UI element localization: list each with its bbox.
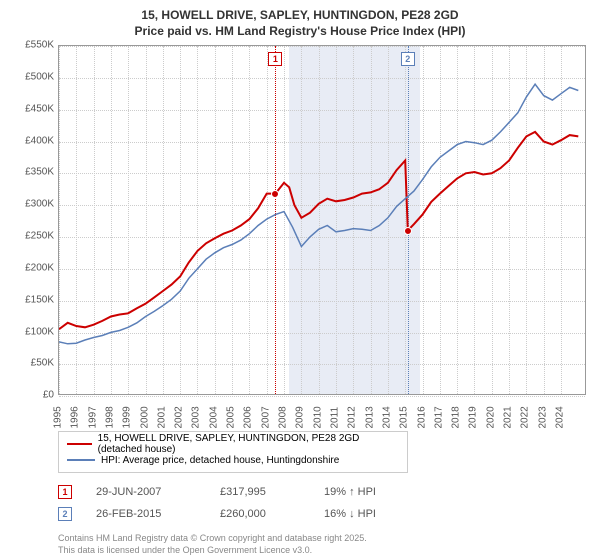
x-axis-label: 2019	[468, 405, 479, 429]
x-axis-label: 2003	[191, 405, 202, 429]
x-axis-label: 2012	[347, 405, 358, 429]
footer-line2: This data is licensed under the Open Gov…	[58, 545, 590, 557]
x-axis-label: 2013	[364, 405, 375, 429]
y-axis-label: £100K	[25, 326, 54, 337]
x-axis-label: 2011	[329, 405, 340, 429]
x-axis-label: 2016	[416, 405, 427, 429]
x-axis-label: 1996	[70, 405, 81, 429]
sale-row: 1 29-JUN-2007 £317,995 19% ↑ HPI	[58, 481, 590, 503]
legend: 15, HOWELL DRIVE, SAPLEY, HUNTINGDON, PE…	[58, 431, 408, 473]
legend-row: 15, HOWELL DRIVE, SAPLEY, HUNTINGDON, PE…	[67, 436, 399, 452]
sale-num-box: 2	[58, 507, 72, 521]
chart-title: 15, HOWELL DRIVE, SAPLEY, HUNTINGDON, PE…	[10, 8, 590, 39]
sale-marker-box: 2	[401, 52, 415, 66]
x-axis-label: 1997	[87, 405, 98, 429]
x-axis-label: 2000	[139, 405, 150, 429]
title-line1: 15, HOWELL DRIVE, SAPLEY, HUNTINGDON, PE…	[10, 8, 590, 24]
y-axis-label: £50K	[31, 358, 54, 369]
y-axis-label: £300K	[25, 199, 54, 210]
sale-dot	[271, 190, 279, 198]
sale-price: £317,995	[220, 486, 300, 498]
sale-price: £260,000	[220, 508, 300, 520]
legend-label: 15, HOWELL DRIVE, SAPLEY, HUNTINGDON, PE…	[98, 433, 399, 455]
series-hpi	[59, 84, 578, 344]
x-axis-label: 2021	[503, 405, 514, 429]
footer-line1: Contains HM Land Registry data © Crown c…	[58, 533, 590, 545]
sales-table: 1 29-JUN-2007 £317,995 19% ↑ HPI 2 26-FEB-201…	[58, 481, 590, 525]
x-axis-label: 2009	[295, 405, 306, 429]
x-axis-label: 2015	[399, 405, 410, 429]
x-axis-label: 2024	[555, 405, 566, 429]
x-axis-label: 2018	[451, 405, 462, 429]
gridline-h	[59, 396, 585, 397]
sale-delta: 19% ↑ HPI	[324, 486, 376, 498]
x-axis-label: 2014	[381, 405, 392, 429]
y-axis-label: £350K	[25, 167, 54, 178]
title-line2: Price paid vs. HM Land Registry's House …	[10, 24, 590, 40]
y-axis-label: £400K	[25, 135, 54, 146]
y-axis-label: £0	[43, 390, 54, 401]
x-axis-label: 2006	[243, 405, 254, 429]
x-axis-label: 2007	[260, 405, 271, 429]
x-axis-label: 2020	[485, 405, 496, 429]
sale-delta: 16% ↓ HPI	[324, 508, 376, 520]
footer-text: Contains HM Land Registry data © Crown c…	[58, 533, 590, 556]
y-axis-label: £250K	[25, 231, 54, 242]
y-axis-label: £500K	[25, 72, 54, 83]
x-axis-label: 2001	[156, 405, 167, 429]
x-axis-label: 2023	[537, 405, 548, 429]
x-axis-label: 1999	[122, 405, 133, 429]
x-axis-label: 2005	[226, 405, 237, 429]
y-axis-label: £450K	[25, 103, 54, 114]
sale-num-box: 1	[58, 485, 72, 499]
x-axis-label: 2017	[433, 405, 444, 429]
legend-swatch	[67, 443, 92, 445]
y-axis-label: £550K	[25, 40, 54, 51]
x-axis-label: 2022	[520, 405, 531, 429]
x-axis-label: 2008	[278, 405, 289, 429]
x-axis-label: 1998	[104, 405, 115, 429]
legend-swatch	[67, 459, 95, 461]
sale-date: 29-JUN-2007	[96, 486, 196, 498]
sale-dot	[404, 227, 412, 235]
y-axis-label: £150K	[25, 294, 54, 305]
chart-area: 12 £0£50K£100K£150K£200K£250K£300K£350K£…	[16, 45, 586, 425]
x-axis-label: 2002	[174, 405, 185, 429]
x-axis-label: 2004	[208, 405, 219, 429]
sale-marker-box: 1	[268, 52, 282, 66]
x-axis-label: 1995	[53, 405, 64, 429]
x-axis-label: 2010	[312, 405, 323, 429]
series-property	[59, 132, 578, 329]
sale-date: 26-FEB-2015	[96, 508, 196, 520]
legend-label: HPI: Average price, detached house, Hunt…	[101, 455, 339, 466]
sale-row: 2 26-FEB-2015 £260,000 16% ↓ HPI	[58, 503, 590, 525]
chart-lines	[59, 46, 587, 396]
plot-area: 12	[58, 45, 586, 395]
y-axis-label: £200K	[25, 262, 54, 273]
